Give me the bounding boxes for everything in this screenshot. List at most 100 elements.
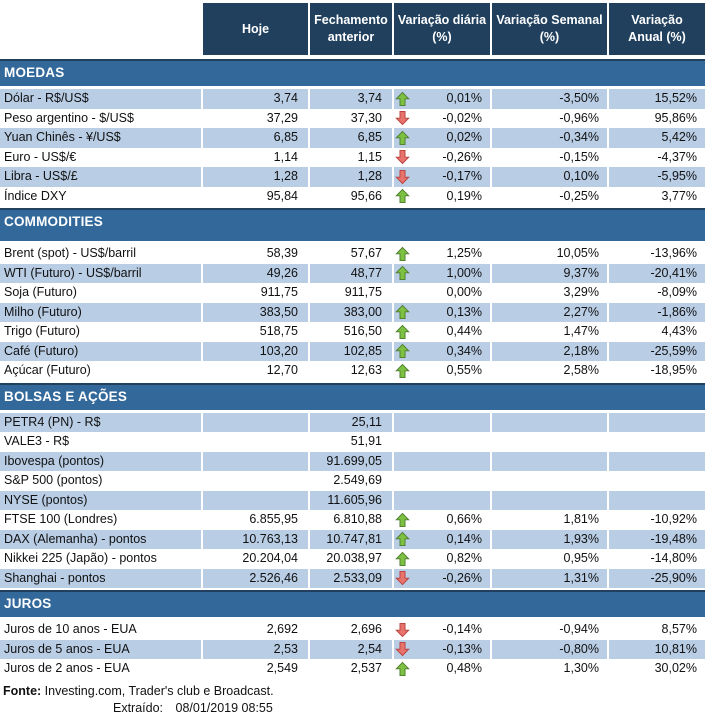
variacao-diaria-value: 0,44% xyxy=(446,324,482,338)
variacao-anual-value xyxy=(609,490,705,510)
fechamento-anterior-value: 1,15 xyxy=(357,149,382,164)
variacao-semanal-value: 3,29% xyxy=(563,285,599,299)
up-arrow-icon xyxy=(395,265,410,283)
variacao-diaria-value: 0,55% xyxy=(446,363,482,377)
table-row: Libra - US$/£ 1,28 1,28 -0,17% 0,10% -5,95% xyxy=(0,167,705,187)
variacao-semanal-value xyxy=(492,412,607,432)
fechamento-anterior-value: 20.038,97 xyxy=(326,551,382,565)
variacao-diaria-cell: -0,26% xyxy=(394,568,490,588)
row-label: Juros de 10 anos - EUA xyxy=(4,622,137,636)
table-row: NYSE (pontos) 11.605,96 xyxy=(0,490,705,510)
section-header-bolsas-e-a-es: BOLSAS E AÇÕES xyxy=(0,382,705,410)
up-arrow-icon xyxy=(395,324,410,342)
fechamento-anterior-value: 2.533,09 xyxy=(310,568,392,588)
table-row: Soja (Futuro) 911,75 911,75 0,00% 3,29% -8,09… xyxy=(0,283,705,303)
row-label: Milho (Futuro) xyxy=(0,302,201,322)
variacao-anual-value: -25,59% xyxy=(609,341,705,361)
variacao-semanal-value: 2,27% xyxy=(492,302,607,322)
variacao-anual-value: -25,90% xyxy=(609,568,705,588)
variacao-anual-value: 10,81% xyxy=(609,639,705,659)
variacao-diaria-value: 1,00% xyxy=(446,265,482,280)
variacao-diaria-cell: -0,17% xyxy=(394,167,490,187)
row-label: Índice DXY xyxy=(4,188,67,203)
hoje-value: 2,692 xyxy=(266,622,298,636)
table-row: Euro - US$/€ 1,14 1,15 -0,26% -0,15% -4,37% xyxy=(0,148,705,168)
extraction-timestamp: 08/01/2019 08:55 xyxy=(175,700,273,715)
variacao-diaria-cell: 0,14% xyxy=(394,529,490,549)
variacao-semanal-value: 1,30% xyxy=(563,661,599,675)
row-label: DAX (Alemanha) - pontos xyxy=(0,529,201,549)
row-label: Soja (Futuro) xyxy=(4,285,77,299)
variacao-anual-value: 5,42% xyxy=(609,128,705,148)
down-arrow-icon xyxy=(395,570,410,588)
variacao-diaria-value: 0,66% xyxy=(446,512,482,526)
up-arrow-icon xyxy=(395,188,410,206)
source-note: Fonte: Investing.com, Trader's club e Br… xyxy=(0,679,705,700)
variacao-diaria-value: -0,26% xyxy=(442,149,482,164)
hoje-value: 6,85 xyxy=(203,128,308,148)
variacao-anual-value xyxy=(609,432,705,452)
col-header-hoje: Hoje xyxy=(203,3,308,55)
variacao-anual-value: -10,92% xyxy=(650,512,697,526)
variacao-semanal-value: -0,25% xyxy=(559,188,599,203)
row-label: NYSE (pontos) xyxy=(0,490,201,510)
table-row: Trigo (Futuro) 518,75 516,50 0,44% 1,47% 4,43… xyxy=(0,322,705,342)
variacao-anual-value: -14,80% xyxy=(650,551,697,565)
variacao-diaria-value: 0,00% xyxy=(446,285,482,299)
variacao-diaria-cell: 1,25% xyxy=(394,244,490,264)
variacao-diaria-value: 1,25% xyxy=(446,246,482,260)
hoje-value xyxy=(203,490,308,510)
fechamento-anterior-value: 10.747,81 xyxy=(310,529,392,549)
variacao-anual-value: 15,52% xyxy=(609,89,705,109)
row-label: Yuan Chinês - ¥/US$ xyxy=(0,128,201,148)
variacao-semanal-value: 10,05% xyxy=(556,246,599,260)
hoje-value: 2,53 xyxy=(203,639,308,659)
hoje-value xyxy=(203,412,308,432)
variacao-anual-value: -18,95% xyxy=(650,363,697,377)
col-header-variacao-semanal: Variação Semanal (%) xyxy=(492,3,607,55)
variacao-anual-value: -4,37% xyxy=(657,149,697,164)
variacao-anual-value: 8,57% xyxy=(661,622,697,636)
row-label: VALE3 - R$ xyxy=(4,434,70,448)
variacao-anual-value: -13,96% xyxy=(650,246,697,260)
variacao-diaria-value: 0,14% xyxy=(446,531,482,546)
source-label: Fonte: xyxy=(3,683,42,698)
hoje-value: 58,39 xyxy=(266,246,298,260)
down-arrow-icon xyxy=(395,641,410,659)
up-arrow-icon xyxy=(395,512,410,530)
variacao-semanal-value: 2,58% xyxy=(563,363,599,377)
row-label: Dólar - R$/US$ xyxy=(0,89,201,109)
variacao-diaria-cell: -0,02% xyxy=(394,109,490,129)
row-label: Nikkei 225 (Japão) - pontos xyxy=(4,551,157,565)
variacao-diaria-cell: -0,26% xyxy=(394,148,490,168)
hoje-value: 383,50 xyxy=(203,302,308,322)
hoje-value: 1,28 xyxy=(203,167,308,187)
hoje-value: 3,74 xyxy=(203,89,308,109)
column-header-row: Hoje Fechamento anterior Variação diária(… xyxy=(0,3,705,55)
hoje-value: 37,29 xyxy=(266,110,298,125)
variacao-diaria-cell: 0,66% xyxy=(394,510,490,530)
fechamento-anterior-value: 2,54 xyxy=(310,639,392,659)
section-commodities: COMMODITIES Brent (spot) - US$/barril 58,3… xyxy=(0,208,705,381)
fechamento-anterior-value: 2.549,69 xyxy=(333,473,382,487)
row-label: Juros de 2 anos - EUA xyxy=(4,661,130,675)
variacao-diaria-cell: -0,13% xyxy=(394,639,490,659)
down-arrow-icon xyxy=(395,110,410,128)
variacao-diaria-cell xyxy=(394,490,490,510)
variacao-anual-value: -19,48% xyxy=(609,529,705,549)
variacao-semanal-value: 0,10% xyxy=(492,167,607,187)
corner-cell xyxy=(0,3,201,55)
variacao-diaria-cell: 0,55% xyxy=(394,361,490,381)
table-row: VALE3 - R$ 51,91 xyxy=(0,432,705,452)
variacao-diaria-cell: -0,14% xyxy=(394,620,490,640)
variacao-semanal-value: -0,96% xyxy=(559,110,599,125)
extraction-note: Extraído: 08/01/2019 08:55 xyxy=(0,700,705,717)
variacao-anual-value: -5,95% xyxy=(609,167,705,187)
table-row: Açúcar (Futuro) 12,70 12,63 0,55% 2,58% -18,9… xyxy=(0,361,705,381)
hoje-value xyxy=(203,432,308,452)
row-label: Açúcar (Futuro) xyxy=(4,363,91,377)
variacao-diaria-cell: 0,48% xyxy=(394,659,490,679)
table-row: Índice DXY 95,84 95,66 0,19% -0,25% 3,77% xyxy=(0,187,705,207)
variacao-semanal-value: 1,81% xyxy=(563,512,599,526)
variacao-anual-value: 4,43% xyxy=(661,324,697,338)
